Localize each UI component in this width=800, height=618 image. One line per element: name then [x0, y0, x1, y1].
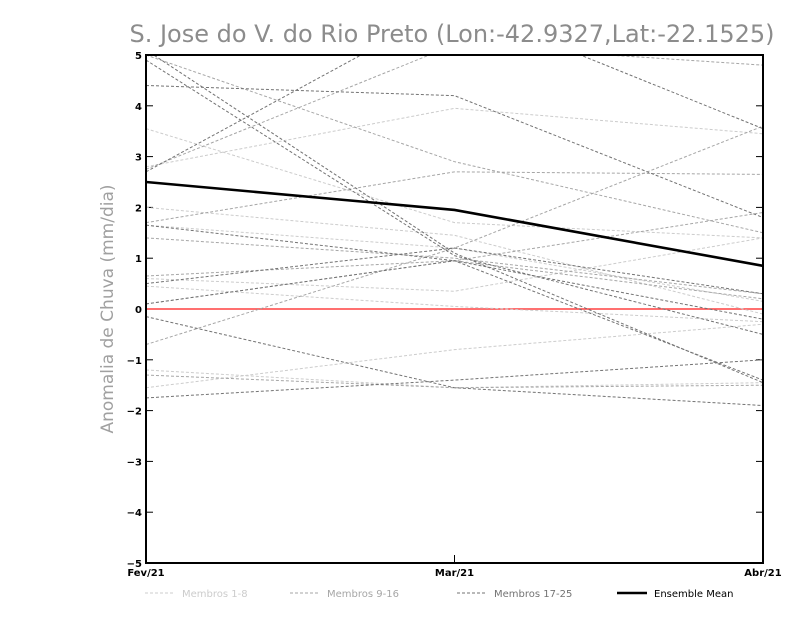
member-line	[146, 247, 763, 295]
member-line	[146, 55, 763, 234]
member-line	[146, 55, 763, 173]
y-tick-label: −3	[127, 457, 142, 468]
member-line	[146, 59, 763, 335]
y-tick-label: −1	[127, 356, 142, 367]
member-line	[146, 125, 763, 346]
legend-label: Ensemble Mean	[654, 589, 733, 600]
x-tick-label: Abr/21	[744, 568, 781, 579]
member-line	[146, 171, 763, 224]
y-tick-label: 3	[135, 153, 142, 164]
member-line	[146, 285, 763, 323]
member-line	[146, 107, 763, 168]
legend-label: Membros 17-25	[494, 589, 572, 600]
member-line	[146, 359, 763, 399]
y-tick-label: 5	[135, 51, 142, 62]
y-tick-label: 2	[135, 203, 142, 214]
legend-label: Membros 1-8	[182, 589, 248, 600]
member-line	[152, 55, 763, 384]
member-line	[146, 374, 763, 389]
legend-label: Membros 9-16	[327, 589, 399, 600]
member-line	[146, 55, 763, 170]
member-line	[146, 323, 763, 389]
x-tick-label: Fev/21	[127, 568, 164, 579]
member-line	[146, 224, 763, 320]
y-tick-label: 4	[135, 102, 142, 113]
y-axis-label: Anomalia de Chuva (mm/dia)	[98, 184, 118, 433]
member-line	[146, 260, 763, 300]
y-tick-label: 1	[135, 254, 142, 265]
chart-title: S. Jose do V. do Rio Preto (Lon:-42.9327…	[129, 20, 774, 48]
member-line	[146, 260, 763, 381]
legend: Membros 1-8 Membros 9-16 Membros 17-25 Ense…	[145, 589, 733, 600]
member-line	[146, 84, 763, 219]
y-tick-label: −2	[127, 407, 142, 418]
y-tick-label: −5	[127, 559, 142, 570]
plot-frame	[145, 54, 764, 564]
x-axis: Fev/21 Mar/21 Abr/21	[127, 555, 782, 579]
member-line	[146, 206, 763, 315]
y-tick-label: 0	[135, 305, 142, 316]
member-line	[146, 237, 763, 292]
ensemble-mean-line	[146, 180, 763, 268]
x-tick-label: Mar/21	[435, 568, 474, 579]
member-line	[146, 128, 763, 239]
y-tick-label: −4	[127, 508, 142, 519]
series-layer	[146, 55, 763, 407]
member-line	[146, 316, 763, 407]
member-line	[146, 237, 763, 295]
